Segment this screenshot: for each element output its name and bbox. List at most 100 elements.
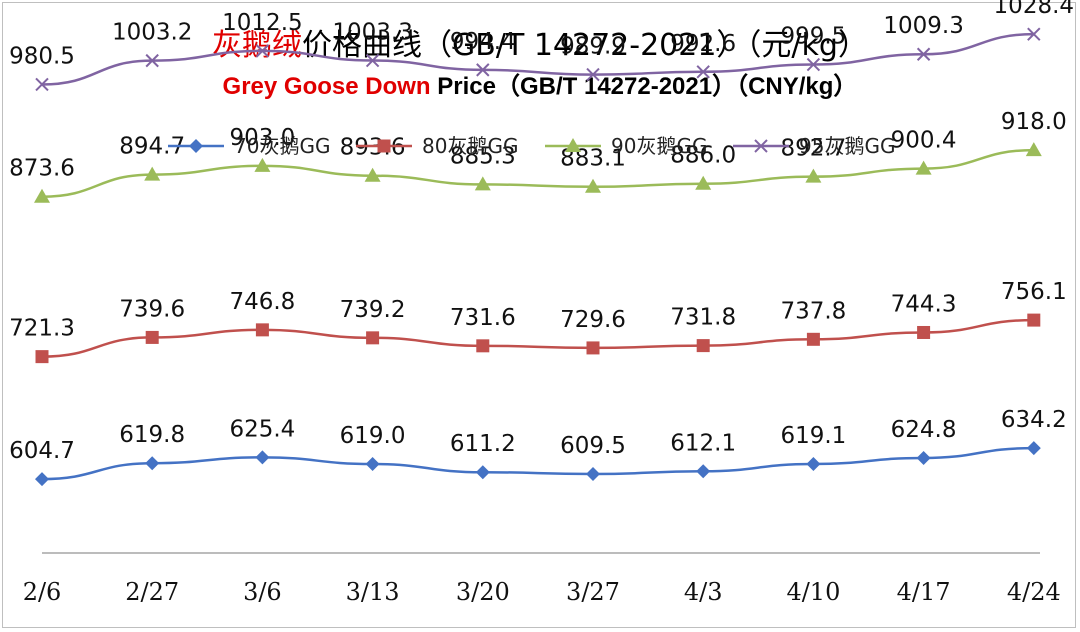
data-point xyxy=(586,67,600,82)
data-label: 619.0 xyxy=(340,423,406,449)
legend-marker xyxy=(377,139,391,153)
series-line xyxy=(41,148,1034,198)
data-label: 729.6 xyxy=(560,307,626,333)
data-label: 999.5 xyxy=(780,24,846,50)
data-point xyxy=(696,339,710,353)
data-point xyxy=(917,325,931,339)
data-point xyxy=(696,65,710,79)
x-tick-label: 4/10 xyxy=(786,578,840,606)
data-point xyxy=(475,465,490,480)
data-point xyxy=(916,450,931,465)
legend-label: 90灰鹅GG xyxy=(611,134,707,158)
chart-title-en: Grey Goose Down Price（GB/T 14272-2021）（C… xyxy=(0,66,1080,101)
x-tick-label: 2/6 xyxy=(23,578,62,606)
data-point xyxy=(255,450,270,465)
data-label: 892.7 xyxy=(780,136,846,162)
x-tick-label: 2/27 xyxy=(125,578,179,606)
series-line xyxy=(41,318,1034,358)
data-point xyxy=(255,44,270,58)
data-point xyxy=(145,53,159,68)
data-point xyxy=(1027,313,1041,327)
data-point xyxy=(366,331,380,345)
legend-item: 70灰鹅GG xyxy=(168,134,330,158)
data-label: 1028.4 xyxy=(994,0,1074,19)
series-1: 721.3 739.6 746.8 739.2 731.6 729.6 731.8 737.8… xyxy=(9,279,1067,364)
data-point xyxy=(696,464,711,479)
data-label: 737.8 xyxy=(780,298,846,324)
x-tick-label: 4/17 xyxy=(897,578,951,606)
data-label: 994.4 xyxy=(450,29,516,55)
data-label: 721.3 xyxy=(9,316,75,342)
data-label: 604.7 xyxy=(9,438,75,464)
data-point xyxy=(364,167,381,182)
x-tick-label: 3/20 xyxy=(456,578,510,606)
chart-title-cn-rest: 价格曲线（GB/T 14272-2021）（元/kg） xyxy=(302,28,868,63)
data-label: 625.4 xyxy=(229,416,295,442)
data-label: 989.9 xyxy=(560,34,626,60)
data-label: 731.8 xyxy=(670,305,736,331)
data-point xyxy=(145,330,159,344)
data-point xyxy=(806,456,821,471)
data-point xyxy=(34,188,50,203)
data-point xyxy=(476,63,490,77)
data-point xyxy=(254,157,271,172)
data-point xyxy=(806,57,821,72)
data-point xyxy=(916,47,931,61)
data-label: 609.5 xyxy=(560,433,626,459)
data-label: 980.5 xyxy=(9,43,75,69)
data-label: 886.0 xyxy=(670,143,736,169)
data-label: 873.6 xyxy=(9,156,75,182)
data-point xyxy=(145,456,160,471)
data-label: 992.6 xyxy=(670,31,736,57)
chart-title-en-rest: Price（GB/T 14272-2021）（CNY/kg） xyxy=(430,73,858,100)
data-label: 744.3 xyxy=(891,291,957,317)
data-label: 903.0 xyxy=(229,125,295,151)
data-point xyxy=(1025,142,1042,157)
legend-item: 90灰鹅GG xyxy=(545,134,707,158)
legend-marker xyxy=(189,139,203,153)
data-label: 918.0 xyxy=(1001,109,1067,135)
data-label: 739.6 xyxy=(119,296,185,322)
data-label: 746.8 xyxy=(229,289,295,315)
data-label: 612.1 xyxy=(670,430,736,456)
data-point xyxy=(1026,441,1041,456)
data-label: 619.1 xyxy=(780,423,846,449)
legend-item: 80灰鹅GG xyxy=(356,134,518,158)
legend: 70灰鹅GG 80灰鹅GG 90灰鹅GG 95灰鹅GG xyxy=(168,134,895,158)
data-point xyxy=(365,457,380,472)
data-point xyxy=(365,53,380,68)
series-line xyxy=(41,32,1034,86)
legend-marker xyxy=(754,139,768,153)
data-point xyxy=(255,323,269,337)
data-label: 731.6 xyxy=(450,305,516,331)
data-label: 1003.2 xyxy=(112,20,192,46)
data-label: 893.6 xyxy=(340,135,406,161)
data-point xyxy=(586,467,600,482)
legend-marker xyxy=(565,138,581,152)
chart-title-cn: 灰鹅绒价格曲线（GB/T 14272-2021）（元/kg） xyxy=(0,20,1080,64)
x-tick-label: 4/24 xyxy=(1007,578,1061,606)
data-point xyxy=(144,166,161,181)
data-label: 756.1 xyxy=(1001,279,1067,305)
data-label: 885.3 xyxy=(450,143,516,169)
data-point xyxy=(586,341,600,355)
data-label: 900.4 xyxy=(891,128,957,154)
data-label: 739.2 xyxy=(340,297,406,323)
data-label: 634.2 xyxy=(1001,407,1067,433)
legend-item: 95灰鹅GG xyxy=(733,134,895,158)
data-point xyxy=(476,339,490,353)
series-3: 980.5 1003.2 1012.5 1003.3 994.4 989.9 992.6 99… xyxy=(9,0,1074,92)
data-label: 624.8 xyxy=(891,417,957,443)
data-point xyxy=(915,160,932,175)
x-tick-label: 3/27 xyxy=(566,578,620,606)
series-line xyxy=(41,446,1034,481)
legend-label: 80灰鹅GG xyxy=(422,134,518,158)
x-tick-label: 3/13 xyxy=(346,578,400,606)
legend-label: 70灰鹅GG xyxy=(234,134,330,158)
data-label: 1012.5 xyxy=(222,10,302,36)
data-point xyxy=(805,168,822,183)
data-label: 1009.3 xyxy=(883,13,963,39)
x-tick-label: 3/6 xyxy=(243,578,282,606)
